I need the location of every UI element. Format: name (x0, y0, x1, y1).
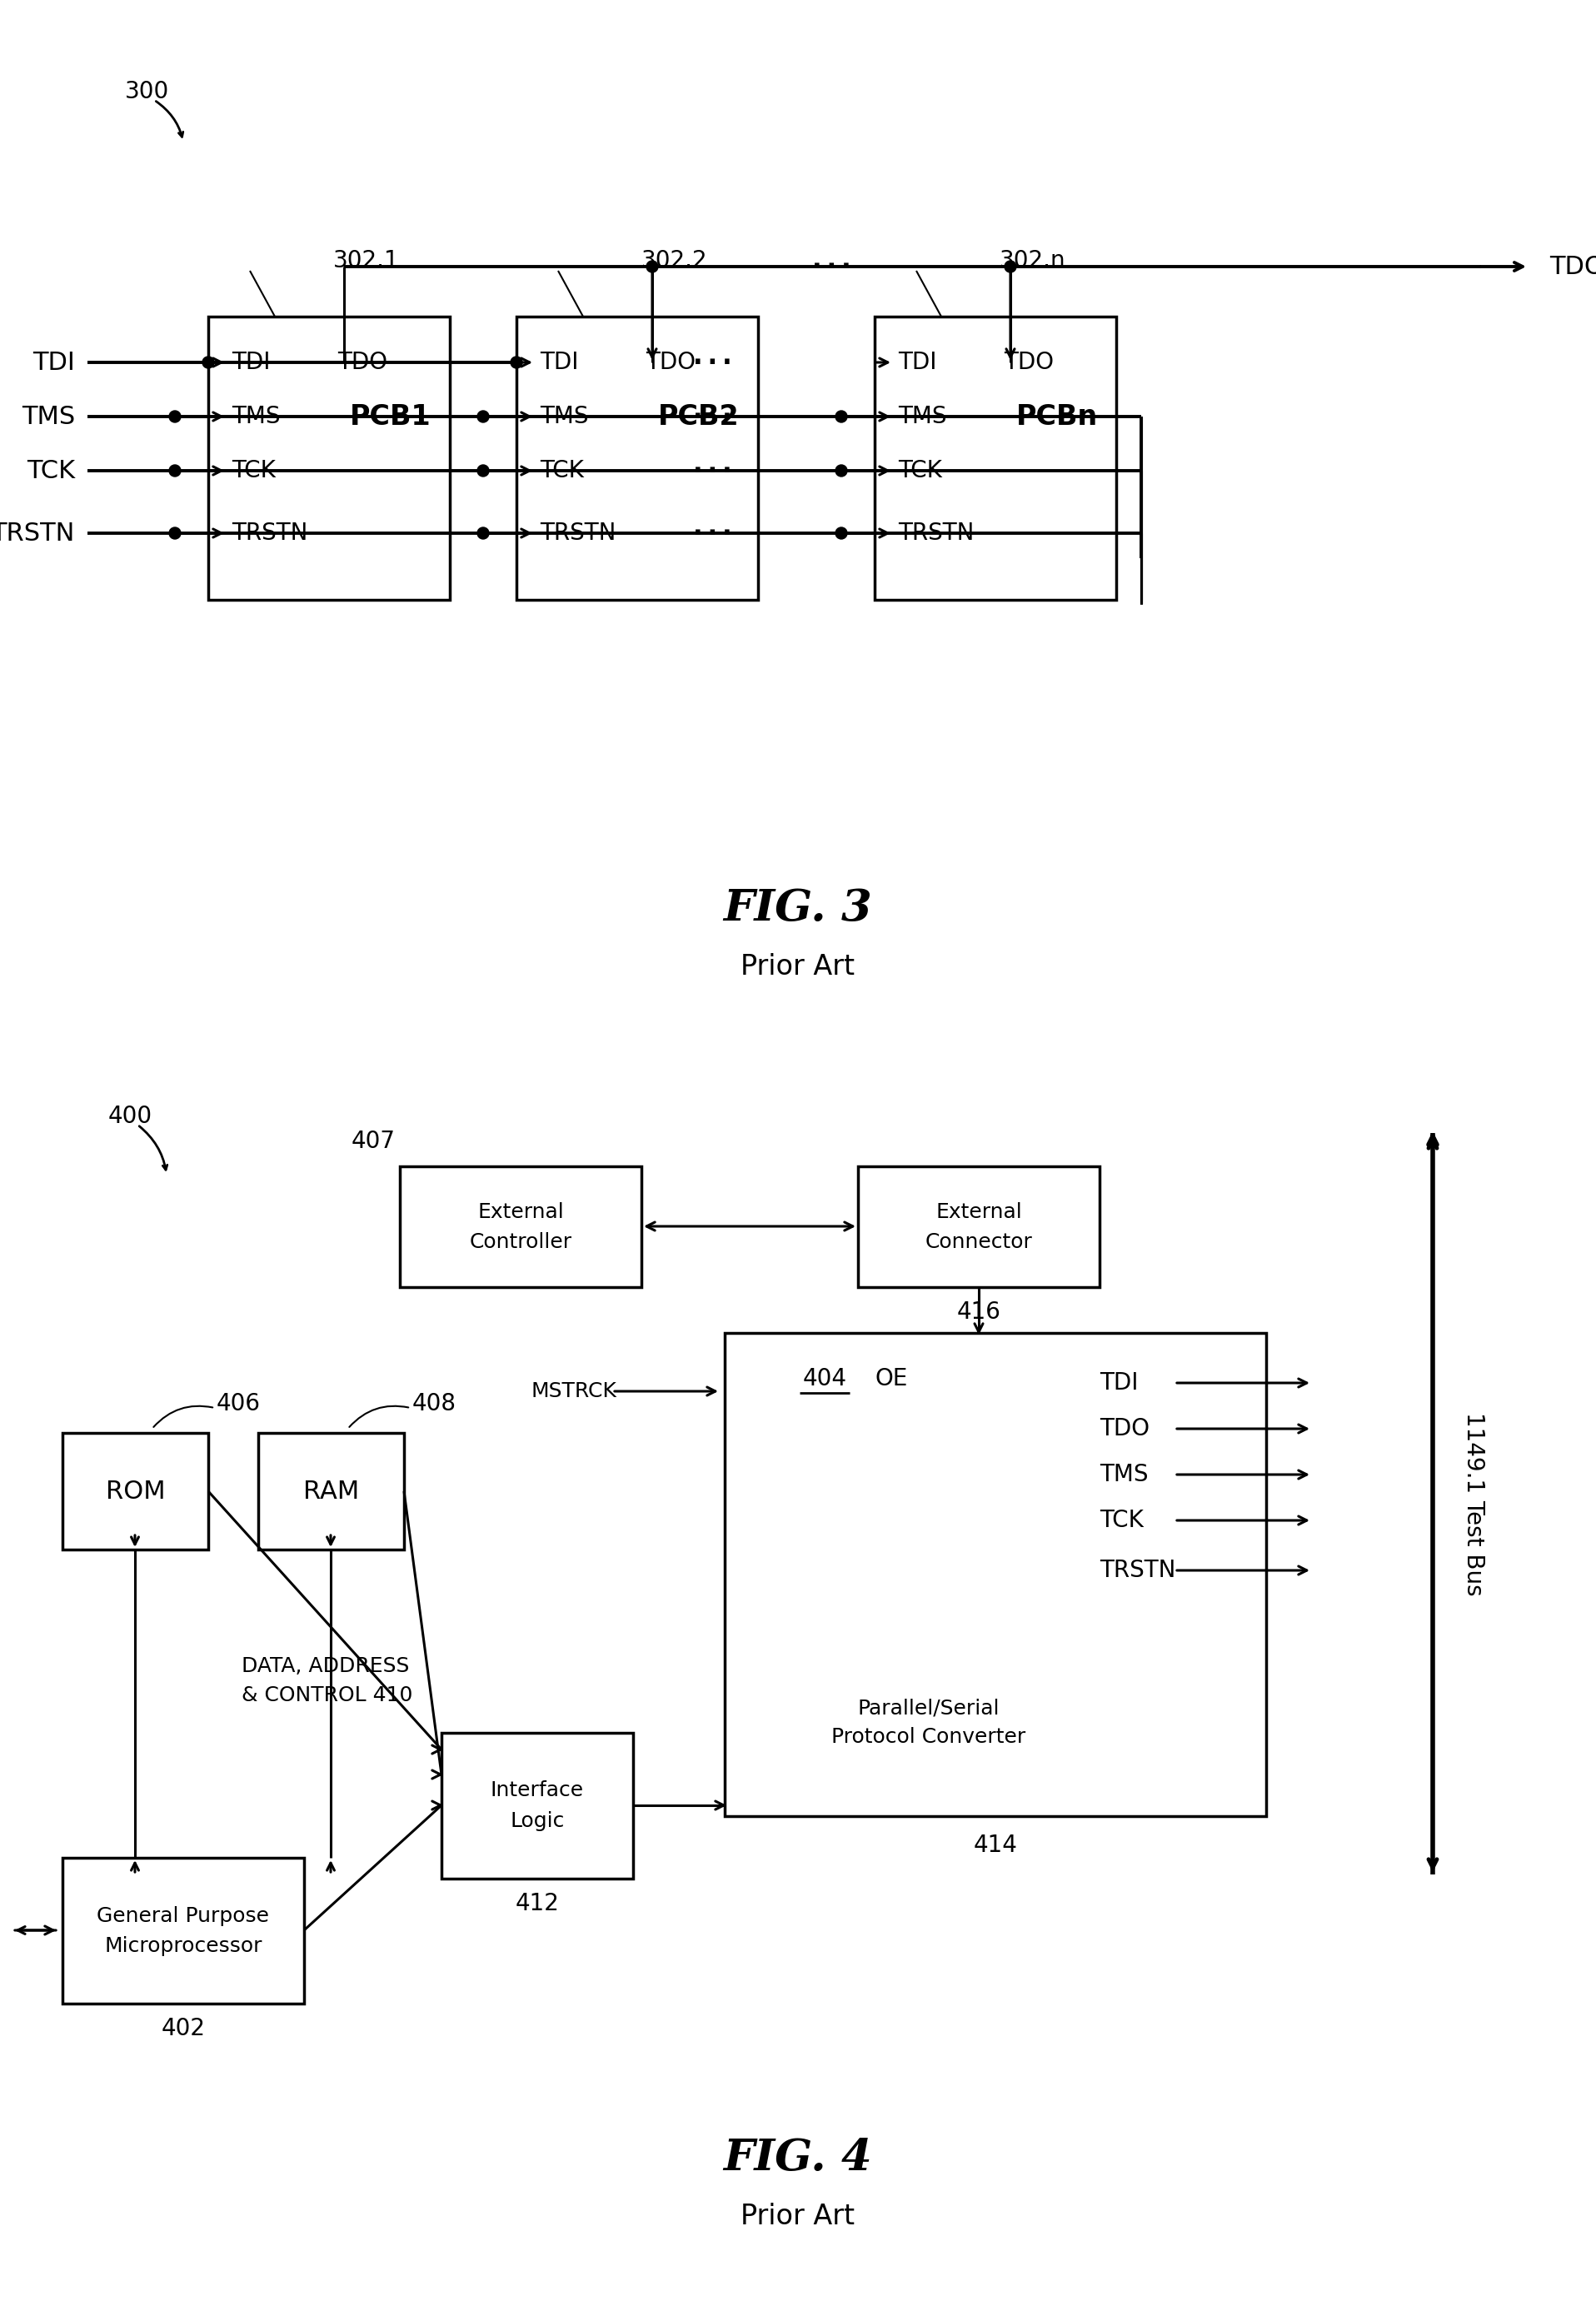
Text: 302.2: 302.2 (642, 249, 707, 272)
Circle shape (1004, 260, 1017, 272)
Circle shape (169, 410, 180, 423)
Circle shape (835, 527, 847, 538)
Text: Parallel/Serial: Parallel/Serial (857, 1698, 999, 1719)
Text: TMS: TMS (899, 405, 946, 428)
Text: PCB1: PCB1 (350, 403, 431, 430)
Text: TRSTN: TRSTN (1100, 1558, 1176, 1583)
Text: Logic: Logic (511, 1811, 565, 1832)
Text: TCK: TCK (231, 458, 276, 483)
Circle shape (835, 465, 847, 476)
Text: 406: 406 (217, 1392, 260, 1415)
Text: Prior Art: Prior Art (741, 2202, 855, 2230)
Text: TCK: TCK (1100, 1509, 1144, 1532)
Text: RAM: RAM (303, 1480, 359, 1503)
Text: ⋯: ⋯ (689, 341, 734, 384)
Text: FIG. 3: FIG. 3 (723, 886, 873, 930)
Circle shape (203, 357, 214, 368)
Text: ROM: ROM (105, 1480, 166, 1503)
Text: TDI: TDI (899, 350, 937, 375)
Text: TDI: TDI (231, 350, 270, 375)
Bar (62, 1434, 207, 1549)
Bar (725, 1332, 1266, 1815)
Text: PCB2: PCB2 (658, 403, 739, 430)
Text: TRSTN: TRSTN (231, 522, 308, 545)
Text: 416: 416 (956, 1300, 1001, 1323)
Text: 302.1: 302.1 (334, 249, 399, 272)
Text: & CONTROL 410: & CONTROL 410 (241, 1684, 413, 1705)
Circle shape (646, 260, 658, 272)
Text: MSTRCK: MSTRCK (531, 1381, 616, 1401)
Text: TMS: TMS (21, 405, 75, 428)
Text: TDO: TDO (1004, 350, 1053, 375)
Circle shape (477, 410, 488, 423)
Text: FIG. 4: FIG. 4 (723, 2135, 873, 2179)
Text: TRSTN: TRSTN (0, 520, 75, 545)
Text: TDI: TDI (539, 350, 578, 375)
Text: TDO: TDO (645, 350, 696, 375)
Bar (859, 1167, 1100, 1286)
Text: Microprocessor: Microprocessor (104, 1935, 262, 1956)
Text: Prior Art: Prior Art (741, 953, 855, 980)
Text: TDI: TDI (32, 350, 75, 375)
Text: TDI: TDI (1100, 1371, 1138, 1394)
Text: 300: 300 (124, 81, 169, 104)
Text: ⋯: ⋯ (689, 396, 734, 437)
Text: 402: 402 (161, 2018, 206, 2041)
Text: PCBn: PCBn (1017, 403, 1098, 430)
Bar (442, 1733, 634, 1878)
Text: ⋯: ⋯ (809, 244, 854, 288)
Text: TRSTN: TRSTN (899, 522, 974, 545)
Text: ⋯: ⋯ (689, 449, 734, 492)
Text: TRSTN: TRSTN (539, 522, 616, 545)
Bar (401, 1167, 642, 1286)
Text: TCK: TCK (899, 458, 942, 483)
Text: 408: 408 (412, 1392, 456, 1415)
Text: 414: 414 (974, 1834, 1017, 1857)
Circle shape (477, 465, 488, 476)
Text: TMS: TMS (231, 405, 281, 428)
Text: General Purpose: General Purpose (97, 1905, 270, 1926)
Text: DATA, ADDRESS: DATA, ADDRESS (241, 1657, 409, 1675)
Text: ⋯: ⋯ (689, 511, 734, 555)
Text: 400: 400 (109, 1104, 153, 1127)
Text: 412: 412 (516, 1891, 559, 1914)
Bar (875, 318, 1116, 601)
Text: TCK: TCK (539, 458, 584, 483)
Text: Controller: Controller (469, 1231, 571, 1252)
Text: TCK: TCK (27, 458, 75, 483)
Text: TMS: TMS (1100, 1463, 1148, 1486)
Circle shape (511, 357, 522, 368)
Text: OE: OE (875, 1367, 908, 1390)
Text: 404: 404 (803, 1367, 847, 1390)
Circle shape (477, 527, 488, 538)
Text: 407: 407 (351, 1130, 396, 1153)
Circle shape (169, 527, 180, 538)
Text: 1149.1 Test Bus: 1149.1 Test Bus (1462, 1413, 1486, 1595)
Circle shape (169, 465, 180, 476)
Text: External: External (477, 1201, 563, 1222)
Text: TDO: TDO (1550, 255, 1596, 278)
Text: External: External (935, 1201, 1021, 1222)
Circle shape (835, 410, 847, 423)
Text: TMS: TMS (539, 405, 589, 428)
Text: TDO: TDO (1100, 1417, 1149, 1440)
Text: 302.n: 302.n (999, 249, 1066, 272)
Text: Protocol Converter: Protocol Converter (832, 1728, 1026, 1746)
Bar (259, 1434, 404, 1549)
Bar (207, 318, 450, 601)
Text: Interface: Interface (490, 1781, 584, 1802)
Text: Connector: Connector (926, 1231, 1033, 1252)
Bar (62, 1857, 305, 2004)
Text: TDO: TDO (337, 350, 388, 375)
Bar (517, 318, 758, 601)
